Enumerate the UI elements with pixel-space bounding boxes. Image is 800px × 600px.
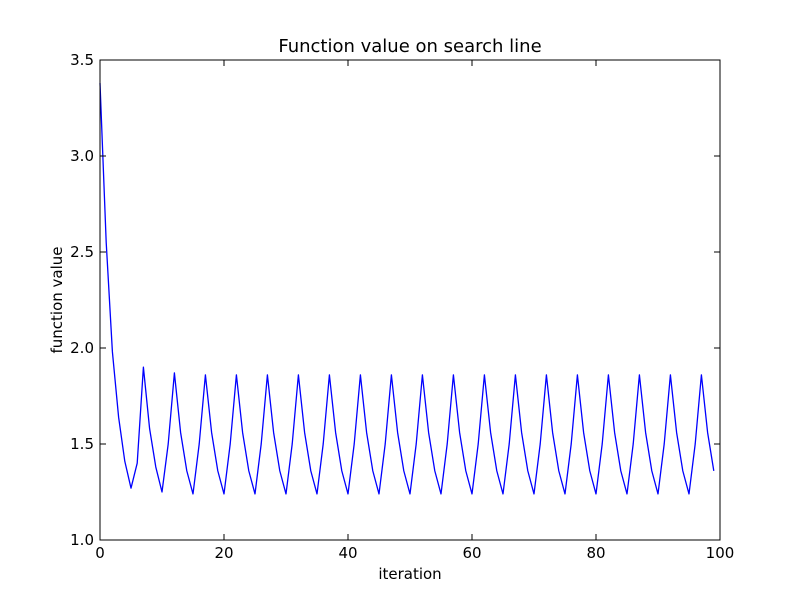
chart-title: Function value on search line [278, 36, 541, 57]
x-tick-label: 0 [95, 544, 105, 562]
x-axis-label: iteration [378, 565, 441, 583]
x-tick-label: 60 [462, 544, 481, 562]
plot-frame [99, 59, 721, 541]
plot-area [99, 60, 720, 540]
y-tick-label: 3.5 [70, 51, 94, 69]
y-tick-label: 2.0 [70, 339, 94, 357]
x-tick-label: 40 [338, 544, 357, 562]
x-tick-label: 20 [214, 544, 233, 562]
plot-background [100, 60, 720, 540]
y-tick-label: 1.5 [70, 435, 94, 453]
series-line [99, 83, 715, 495]
y-tick-label: 1.0 [70, 531, 94, 549]
y-axis-label: function value [48, 246, 66, 353]
x-tick-label: 80 [586, 544, 605, 562]
y-tick-label: 3.0 [70, 147, 94, 165]
y-tick-label: 2.5 [70, 243, 94, 261]
x-tick-label: 100 [706, 544, 735, 562]
